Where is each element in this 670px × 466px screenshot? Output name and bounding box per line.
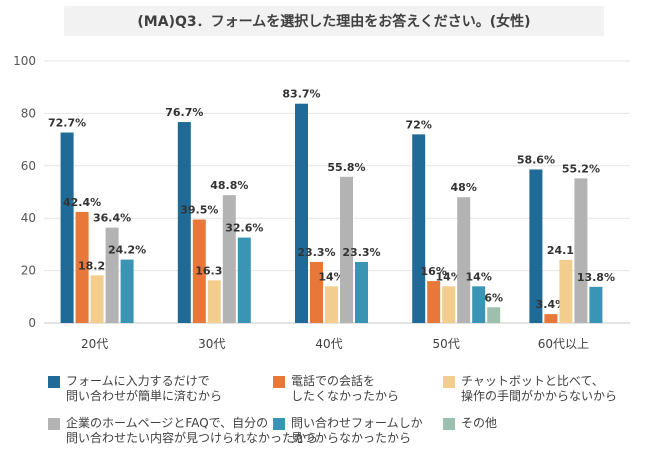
legend-item: 問い合わせフォームしか 見つからなかったから [273, 416, 423, 446]
data-label: 48% [451, 181, 477, 194]
data-label: 23.3% [342, 246, 380, 259]
data-label: 32.6% [225, 222, 263, 235]
bar [544, 314, 558, 323]
legend-item: チャットボットと比べて、 操作の手間がかからないから [443, 374, 617, 404]
legend-label: その他 [461, 416, 498, 430]
chart-legend: フォームに入力するだけで 問い合わせが簡単に済むから 電話での会話を したくなかっ… [48, 372, 658, 464]
bar [412, 134, 426, 323]
y-tick-label: 80 [21, 106, 36, 120]
bar [325, 286, 338, 323]
x-tick-label: 20代 [81, 337, 108, 351]
bar [310, 261, 323, 323]
bar [295, 103, 308, 324]
legend-swatch [443, 376, 455, 388]
bar [472, 286, 486, 323]
data-label: 14% [318, 270, 344, 283]
legend-label: チャットボットと比べて、 操作の手間がかからないから [461, 374, 618, 403]
bar [574, 178, 588, 323]
data-label: 83.7% [282, 88, 320, 101]
legend-item: 企業のホームページとFAQで、自分の 問い合わせたい内容が見つけられなかったから [48, 416, 318, 446]
data-label: 55.8% [327, 161, 365, 174]
bar [529, 169, 543, 323]
legend-swatch [48, 418, 60, 430]
legend-label: 企業のホームページとFAQで、自分の 問い合わせたい内容が見つけられなかったから [66, 416, 319, 445]
bar [559, 259, 573, 323]
data-label: 6% [484, 291, 503, 304]
bar [355, 261, 368, 323]
data-label: 55.2% [562, 162, 600, 175]
data-label: 36.4% [93, 212, 131, 225]
legend-item: 電話での会話を したくなかったから [273, 374, 399, 404]
bar [105, 227, 119, 323]
data-label: 14% [466, 270, 492, 283]
data-label: 14% [436, 270, 462, 283]
legend-label: 電話での会話を したくなかったから [291, 374, 400, 403]
bar [60, 132, 74, 323]
legend-item: フォームに入力するだけで 問い合わせが簡単に済むから [48, 374, 222, 404]
data-label: 42.4% [63, 196, 101, 209]
data-label: 24.2% [108, 244, 146, 257]
x-tick-label: 60代以上 [538, 337, 589, 351]
x-tick-label: 40代 [315, 337, 342, 351]
y-tick-label: 20 [21, 264, 36, 278]
data-label: 76.7% [165, 106, 203, 119]
data-label: 3.4% [536, 298, 567, 311]
data-label: 58.6% [517, 153, 555, 166]
bar [427, 281, 441, 323]
y-tick-label: 60 [21, 159, 36, 173]
legend-swatch [273, 418, 285, 430]
legend-swatch [273, 376, 285, 388]
bar [177, 122, 191, 324]
data-label: 39.5% [180, 204, 218, 217]
bar [442, 286, 456, 323]
bar [222, 195, 236, 323]
data-label: 13.8% [577, 271, 615, 284]
bar [90, 275, 104, 323]
legend-swatch [48, 376, 60, 388]
y-tick-label: 100 [13, 54, 36, 68]
legend-label: フォームに入力するだけで 問い合わせが簡単に済むから [66, 374, 223, 403]
bar [75, 211, 89, 323]
x-tick-label: 30代 [198, 337, 225, 351]
bar [457, 197, 471, 323]
bar [487, 307, 501, 323]
bar [237, 237, 251, 323]
bar [340, 176, 353, 323]
y-tick-label: 40 [21, 211, 36, 225]
data-label: 72.7% [48, 117, 86, 130]
bar [207, 280, 221, 323]
legend-item: その他 [443, 416, 497, 431]
legend-label: 問い合わせフォームしか 見つからなかったから [291, 416, 423, 445]
data-label: 48.8% [210, 179, 248, 192]
bar [589, 286, 603, 323]
chart-title: (MA)Q3．フォームを選択した理由をお答えください。(女性) [64, 6, 604, 36]
x-tick-label: 50代 [433, 337, 460, 351]
data-label: 72% [406, 118, 432, 131]
y-tick-label: 0 [28, 316, 36, 330]
bar [120, 259, 134, 323]
bar [192, 219, 206, 323]
data-label: 16% [421, 265, 447, 278]
legend-swatch [443, 418, 455, 430]
data-label: 23.3% [297, 246, 335, 259]
